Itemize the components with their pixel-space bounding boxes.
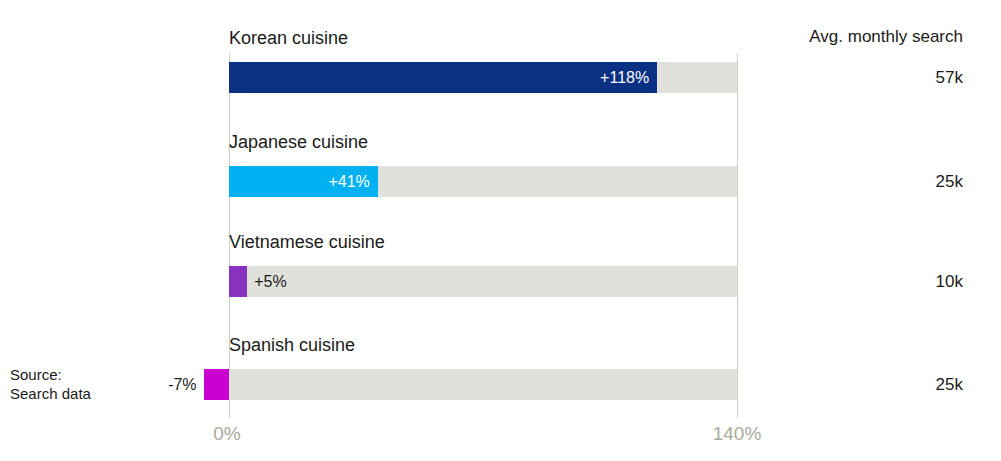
- change-bar: [229, 266, 247, 297]
- change-value-label: +41%: [328, 166, 369, 197]
- change-value-label: -7%: [168, 369, 196, 400]
- bar-track: [229, 266, 737, 297]
- change-value-label: +118%: [600, 62, 649, 93]
- category-label: Spanish cuisine: [229, 335, 355, 356]
- x-axis-tick-140: 140%: [713, 423, 762, 445]
- row-vietnamese-cuisine: Vietnamese cuisine +5% 10k: [0, 266, 1001, 297]
- source-note: Source: Search data: [10, 365, 91, 403]
- avg-monthly-search-value: 10k: [936, 266, 963, 297]
- avg-monthly-search-value: 25k: [936, 369, 963, 400]
- source-line-2: Search data: [10, 384, 91, 403]
- category-label: Korean cuisine: [229, 28, 348, 49]
- category-label: Japanese cuisine: [229, 132, 368, 153]
- avg-monthly-search-value: 25k: [936, 166, 963, 197]
- avg-monthly-search-value: 57k: [936, 62, 963, 93]
- change-value-label: +5%: [254, 266, 286, 297]
- x-axis-tick-0: 0%: [213, 423, 240, 445]
- row-spanish-cuisine: Spanish cuisine -7% 25k: [0, 369, 1001, 400]
- change-bar: [229, 62, 657, 93]
- category-label: Vietnamese cuisine: [229, 232, 385, 253]
- gridline-140pct: [737, 53, 738, 418]
- bar-track: [229, 369, 737, 400]
- value-column-header: Avg. monthly search: [809, 27, 963, 47]
- row-korean-cuisine: Korean cuisine +118% 57k: [0, 62, 1001, 93]
- change-bar: [204, 369, 229, 400]
- cuisine-search-bar-chart: Avg. monthly search Korean cuisine +118%…: [0, 0, 1001, 461]
- source-line-1: Source:: [10, 365, 91, 384]
- row-japanese-cuisine: Japanese cuisine +41% 25k: [0, 166, 1001, 197]
